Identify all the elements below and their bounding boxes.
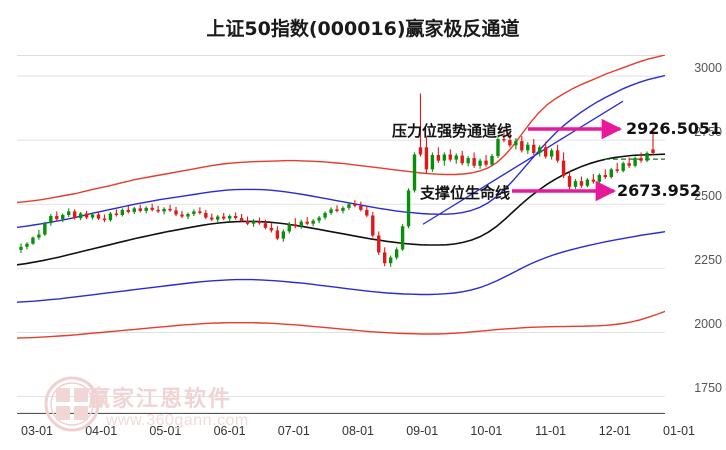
y-axis-tick-label: 2500 bbox=[694, 188, 722, 203]
x-axis-tick-label: 08-01 bbox=[342, 424, 374, 438]
x-axis-tick-label: 09-01 bbox=[406, 424, 439, 438]
y-axis-tick-label: 3000 bbox=[694, 60, 722, 75]
x-axis-tick-label: 11-01 bbox=[535, 424, 567, 438]
chart-canvas bbox=[17, 55, 665, 414]
page-title: 上证50指数(000016)赢家极反通道 bbox=[206, 18, 520, 40]
plot-area[interactable] bbox=[17, 55, 665, 414]
x-axis-tick-label: 01-01 bbox=[663, 424, 695, 438]
y-axis-tick-label: 2000 bbox=[694, 316, 722, 331]
x-axis-tick-label: 05-01 bbox=[149, 424, 182, 438]
trend-line bbox=[422, 100, 624, 225]
x-axis-tick-label: 12-01 bbox=[598, 424, 631, 438]
annotation-label-resistance: 压力位强势通道线 bbox=[392, 122, 513, 140]
x-axis-tick-label: 07-01 bbox=[277, 424, 310, 438]
annotation-value-support: 2673.952 bbox=[617, 181, 702, 200]
annotation-label-support: 支撑位生命线 bbox=[420, 184, 511, 202]
candlestick-series bbox=[19, 93, 655, 267]
x-axis-tick-label: 03-01 bbox=[21, 424, 53, 438]
grid-lines bbox=[17, 55, 665, 398]
annotation-value-resistance: 2926.5051 bbox=[626, 119, 722, 138]
channel-bands bbox=[17, 55, 665, 339]
x-axis-tick-label: 06-01 bbox=[213, 424, 246, 438]
y-axis-tick-label: 2250 bbox=[694, 252, 722, 267]
x-axis-tick-label: 10-01 bbox=[470, 424, 503, 438]
x-axis-tick-label: 04-01 bbox=[85, 424, 118, 438]
axis-ticks bbox=[17, 412, 665, 414]
y-axis-tick-label: 2750 bbox=[694, 124, 722, 139]
y-axis-tick-label: 1750 bbox=[694, 381, 722, 396]
